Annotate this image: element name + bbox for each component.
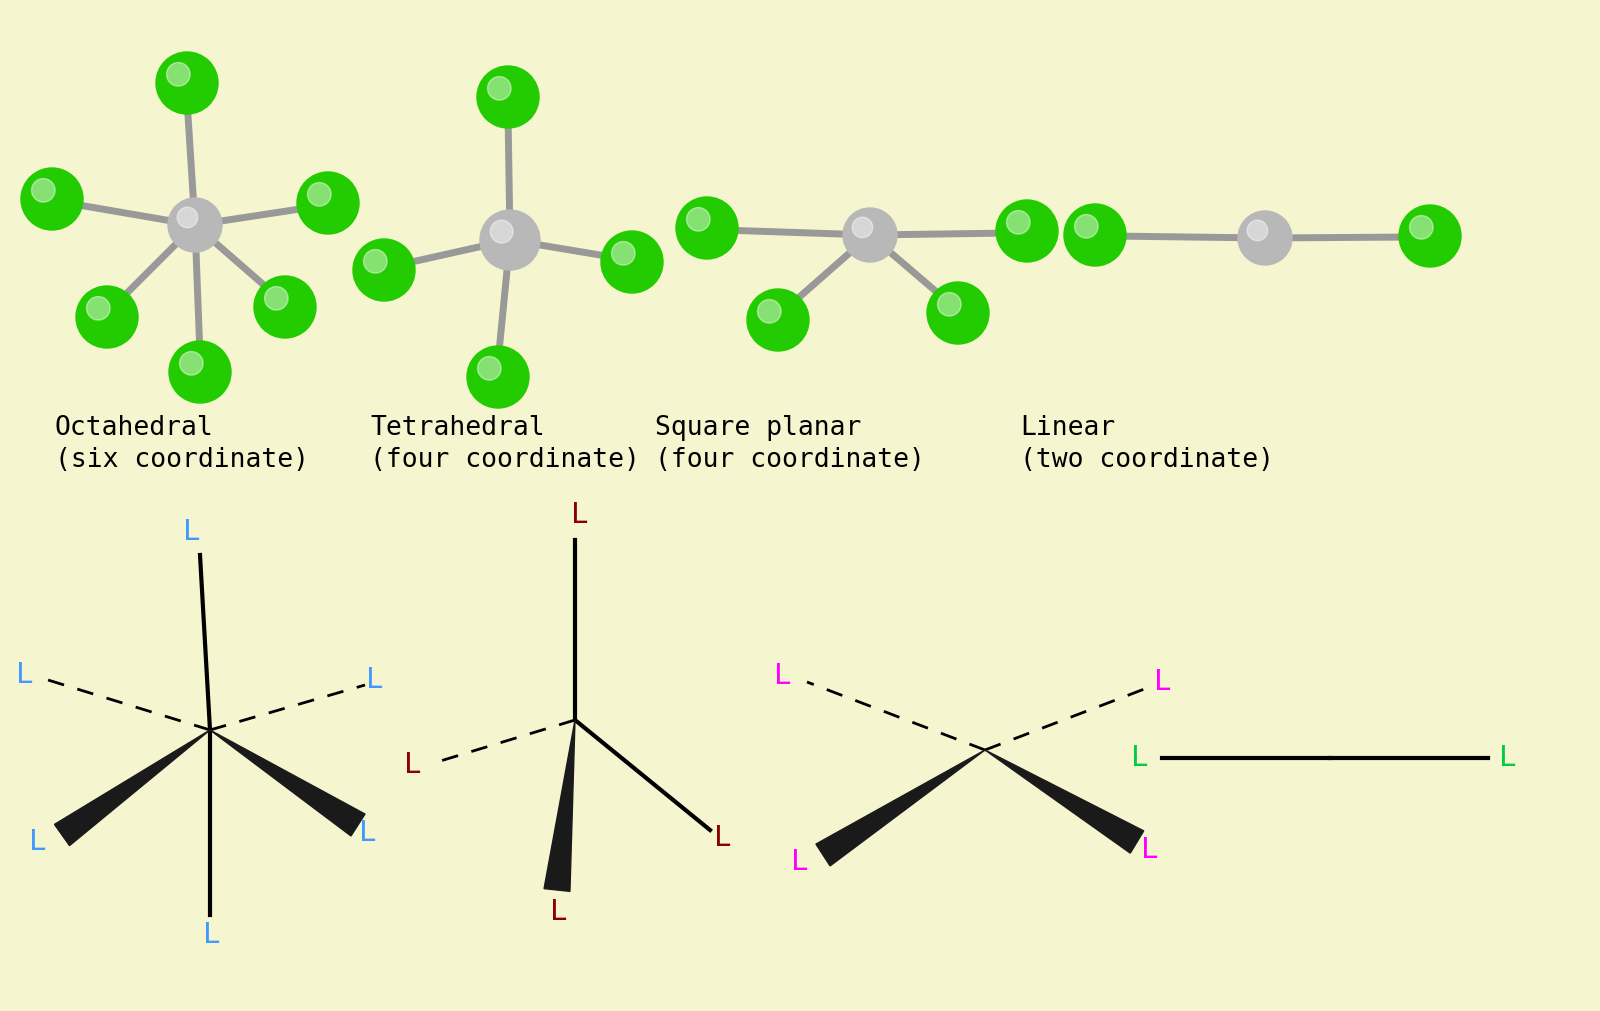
Text: L: L [405,751,422,779]
Polygon shape [54,730,210,845]
Circle shape [1398,205,1461,267]
Circle shape [77,286,138,348]
Text: L: L [184,518,200,546]
Circle shape [21,168,83,229]
Text: L: L [774,662,792,690]
Text: L: L [550,898,568,926]
Circle shape [1064,204,1126,266]
Circle shape [1238,211,1293,265]
Text: (four coordinate): (four coordinate) [654,447,925,473]
Circle shape [170,341,230,403]
Text: L: L [366,666,384,694]
Circle shape [1410,215,1434,239]
Circle shape [86,296,110,320]
Text: (four coordinate): (four coordinate) [370,447,640,473]
Text: L: L [203,921,221,949]
Text: Tetrahedral: Tetrahedral [370,415,544,441]
Circle shape [179,352,203,375]
Circle shape [157,52,218,114]
Text: Linear: Linear [1021,415,1115,441]
Text: L: L [29,828,46,856]
Circle shape [1075,214,1098,239]
Circle shape [488,77,510,100]
Text: (two coordinate): (two coordinate) [1021,447,1274,473]
Circle shape [298,172,358,234]
Text: Square planar: Square planar [654,415,861,441]
Circle shape [477,357,501,380]
Circle shape [467,346,530,408]
Circle shape [1246,220,1267,241]
Circle shape [477,66,539,128]
Circle shape [363,250,387,273]
Text: L: L [1499,744,1517,772]
Circle shape [926,282,989,344]
Circle shape [490,220,514,243]
Text: (six coordinate): (six coordinate) [54,447,309,473]
Circle shape [675,197,738,259]
Circle shape [611,242,635,265]
Circle shape [747,289,810,351]
Text: L: L [571,501,589,529]
Text: L: L [16,661,34,690]
Circle shape [938,292,962,316]
Polygon shape [986,750,1144,853]
Text: L: L [1131,744,1149,772]
Polygon shape [816,750,986,865]
Circle shape [1006,210,1030,235]
Circle shape [853,217,872,238]
Text: L: L [1141,836,1158,864]
Circle shape [354,239,414,301]
Text: Octahedral: Octahedral [54,415,214,441]
Circle shape [32,179,54,202]
Text: L: L [714,824,731,852]
Circle shape [686,207,710,232]
Circle shape [178,207,198,227]
Text: L: L [792,848,808,876]
Polygon shape [210,730,365,836]
Text: L: L [1154,668,1171,696]
Circle shape [480,210,541,270]
Circle shape [254,276,317,338]
Circle shape [602,231,662,293]
Polygon shape [544,720,574,892]
Text: L: L [360,819,376,847]
Circle shape [166,63,190,86]
Circle shape [995,200,1058,262]
Circle shape [168,198,222,252]
Circle shape [307,183,331,206]
Circle shape [264,286,288,310]
Circle shape [757,299,781,324]
Circle shape [843,208,898,262]
